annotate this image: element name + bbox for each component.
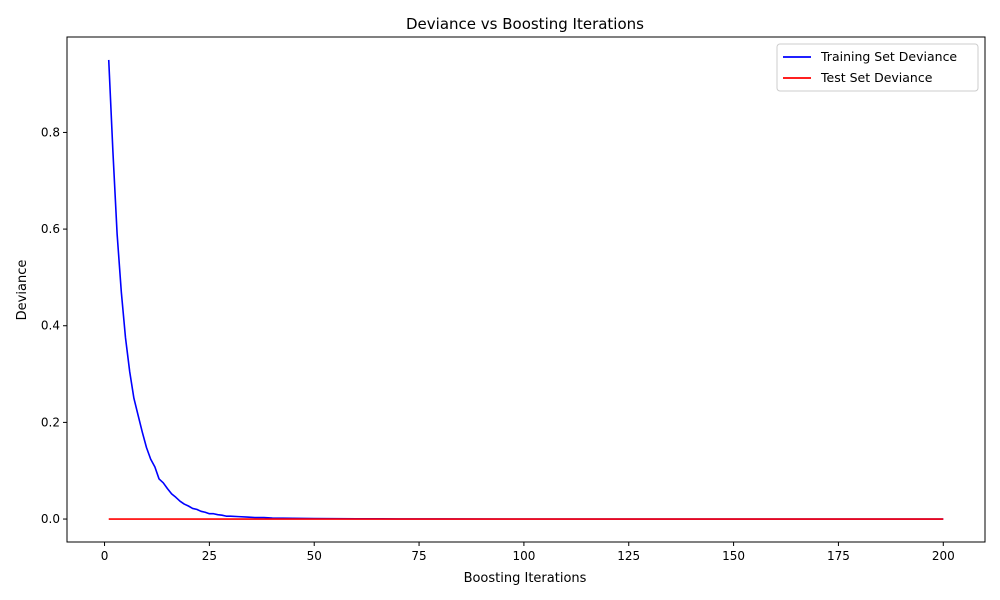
- y-axis-label: Deviance: [15, 260, 30, 321]
- y-tick-label: 0.2: [41, 415, 60, 429]
- x-tick-label: 50: [307, 549, 322, 563]
- y-tick-label: 0.6: [41, 222, 60, 236]
- legend: Training Set Deviance Test Set Deviance: [776, 43, 979, 92]
- legend-entry-label: Test Set Deviance: [820, 70, 933, 85]
- x-tick-label: 0: [101, 549, 109, 563]
- y-axis-ticks: 0.0 0.2 0.4 0.6 0.8: [41, 125, 67, 526]
- legend-entry-label: Training Set Deviance: [820, 49, 957, 64]
- x-tick-label: 75: [411, 549, 426, 563]
- x-tick-label: 25: [202, 549, 217, 563]
- x-tick-label: 175: [827, 549, 850, 563]
- y-tick-label: 0.0: [41, 512, 60, 526]
- x-axis-label: Boosting Iterations: [464, 571, 587, 586]
- plot-lines: [107, 59, 944, 520]
- y-tick-label: 0.8: [41, 125, 60, 139]
- x-tick-label: 150: [722, 549, 745, 563]
- x-tick-label: 100: [512, 549, 535, 563]
- chart-title: Deviance vs Boosting Iterations: [406, 15, 644, 33]
- plot-frame: [66, 36, 986, 543]
- x-axis-ticks: 0 25 50 75 100 125 150 175 200: [101, 542, 955, 563]
- x-tick-label: 200: [932, 549, 955, 563]
- legend-box: [776, 43, 979, 92]
- x-tick-label: 125: [617, 549, 640, 563]
- y-tick-label: 0.4: [41, 319, 60, 333]
